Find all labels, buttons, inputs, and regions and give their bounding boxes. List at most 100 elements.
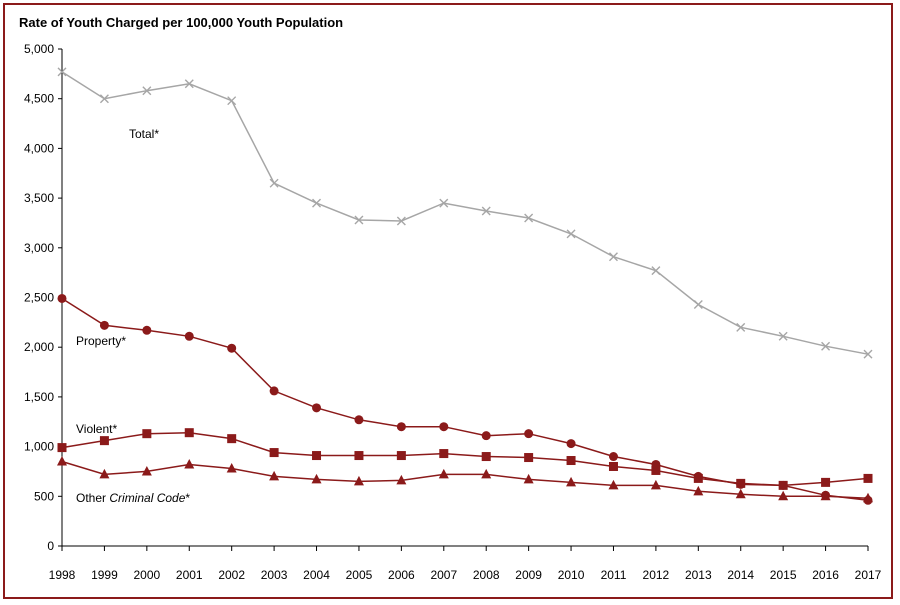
- data-point: [57, 456, 67, 466]
- x-tick-label: 1998: [49, 568, 76, 582]
- x-tick-label: 2000: [133, 568, 160, 582]
- x-tick-label: 2007: [430, 568, 457, 582]
- data-point: [57, 293, 67, 303]
- series-line: [61, 71, 869, 355]
- data-point: [736, 322, 746, 332]
- data-point: [566, 229, 576, 239]
- data-point: [354, 415, 364, 425]
- data-point: [820, 490, 831, 501]
- data-point: [184, 428, 194, 438]
- data-point: [354, 215, 364, 225]
- data-point: [354, 451, 364, 461]
- data-point: [566, 439, 576, 449]
- data-point: [566, 476, 577, 487]
- data-point: [693, 473, 703, 483]
- series-layer: [57, 67, 873, 505]
- data-point: [396, 216, 406, 226]
- series-0: [57, 67, 873, 359]
- data-point: [269, 470, 280, 481]
- data-point: [778, 480, 788, 490]
- data-point: [227, 434, 237, 444]
- x-tick-label: 2015: [770, 568, 797, 582]
- data-point: [608, 252, 618, 262]
- data-point: [821, 477, 831, 487]
- x-tick-label: 2016: [812, 568, 839, 582]
- y-tick-label: 500: [34, 489, 54, 503]
- data-point: [353, 475, 364, 486]
- x-tick-label: 2005: [346, 568, 373, 582]
- data-point: [778, 331, 788, 341]
- data-point: [142, 429, 152, 439]
- data-point: [863, 492, 873, 503]
- x-tick-label: 2011: [601, 568, 627, 582]
- chart-frame: [3, 3, 893, 599]
- y-tick-label: 1,000: [24, 440, 54, 454]
- data-point: [227, 96, 237, 106]
- chart-title: Rate of Youth Charged per 100,000 Youth …: [19, 15, 343, 30]
- series-label-other-suffix: *: [185, 491, 190, 505]
- y-tick-label: 5,000: [24, 42, 54, 56]
- y-tick-label: 0: [47, 539, 54, 553]
- x-tick-label: 2017: [855, 568, 882, 582]
- data-point: [184, 458, 195, 469]
- series-label-other-italic: Criminal Code: [109, 491, 185, 505]
- data-point: [524, 429, 534, 439]
- data-point: [312, 403, 322, 413]
- data-point: [99, 94, 109, 104]
- x-tick-label: 2008: [473, 568, 500, 582]
- x-tick-label: 2013: [685, 568, 712, 582]
- y-tick-label: 4,000: [24, 141, 54, 155]
- series-1: [57, 293, 873, 505]
- data-point: [396, 474, 407, 485]
- data-point: [481, 468, 492, 479]
- data-point: [99, 468, 110, 479]
- data-point: [524, 213, 534, 223]
- y-tick-label: 1,500: [24, 390, 54, 404]
- data-point: [184, 331, 194, 341]
- series-label-violent: Violent*: [76, 422, 117, 436]
- data-point: [863, 473, 873, 483]
- y-tick-label: 2,000: [24, 340, 54, 354]
- data-point: [481, 452, 491, 462]
- data-point: [524, 453, 534, 463]
- x-tick-label: 2002: [218, 568, 245, 582]
- data-point: [735, 488, 746, 499]
- x-tick-label: 2003: [261, 568, 288, 582]
- data-point: [693, 299, 703, 309]
- data-point: [651, 465, 661, 475]
- data-point: [312, 198, 322, 208]
- data-point: [99, 320, 109, 330]
- x-tick-label: 1999: [91, 568, 118, 582]
- data-point: [863, 349, 873, 359]
- axes: 0 500 1,000 1,500 2,000 2,500 3,000 3,500 4,000 4…: [24, 42, 882, 582]
- data-point: [439, 422, 449, 432]
- data-point: [651, 266, 661, 276]
- x-tick-label: 2010: [558, 568, 585, 582]
- data-point: [481, 431, 491, 441]
- data-point: [141, 465, 152, 476]
- data-point: [269, 178, 279, 188]
- data-point: [736, 478, 746, 488]
- data-point: [438, 468, 449, 479]
- series-line: [61, 431, 869, 487]
- y-tick-label: 3,000: [24, 241, 54, 255]
- x-tick-label: 2004: [303, 568, 330, 582]
- data-point: [439, 198, 449, 208]
- data-point: [99, 436, 109, 446]
- series-line: [61, 460, 869, 500]
- x-tick-label: 2014: [727, 568, 754, 582]
- data-point: [608, 452, 618, 462]
- y-tick-label: 4,500: [24, 92, 54, 106]
- data-point: [650, 479, 661, 490]
- data-point: [608, 479, 619, 490]
- data-point: [396, 422, 406, 432]
- series-3: [57, 456, 873, 503]
- data-point: [57, 67, 67, 77]
- data-point: [184, 79, 194, 89]
- series-label-property: Property*: [76, 334, 126, 348]
- x-tick-label: 2009: [515, 568, 542, 582]
- y-tick-label: 2,500: [24, 291, 54, 305]
- data-point: [312, 451, 322, 461]
- data-point: [778, 490, 789, 501]
